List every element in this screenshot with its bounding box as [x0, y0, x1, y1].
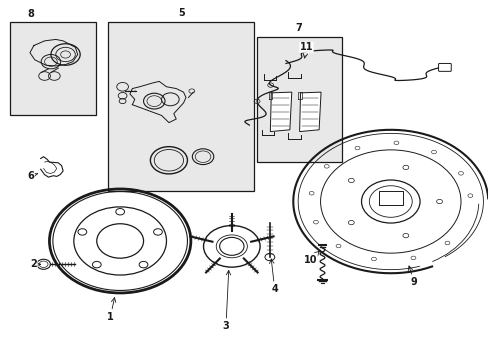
Text: 4: 4 — [269, 259, 278, 294]
Text: 3: 3 — [222, 270, 230, 331]
Text: 1: 1 — [107, 298, 116, 322]
Text: 9: 9 — [407, 266, 417, 287]
Text: 8: 8 — [27, 9, 34, 19]
Text: 6: 6 — [27, 171, 38, 181]
Text: 7: 7 — [295, 23, 302, 33]
FancyBboxPatch shape — [10, 22, 96, 116]
FancyBboxPatch shape — [108, 22, 254, 191]
Text: 5: 5 — [178, 8, 185, 18]
Polygon shape — [299, 92, 321, 132]
Circle shape — [37, 259, 50, 269]
Text: 2: 2 — [30, 259, 41, 269]
Text: 10: 10 — [303, 251, 319, 265]
FancyBboxPatch shape — [438, 63, 450, 71]
FancyBboxPatch shape — [256, 37, 341, 162]
Text: 11: 11 — [299, 42, 312, 58]
Polygon shape — [270, 92, 291, 132]
